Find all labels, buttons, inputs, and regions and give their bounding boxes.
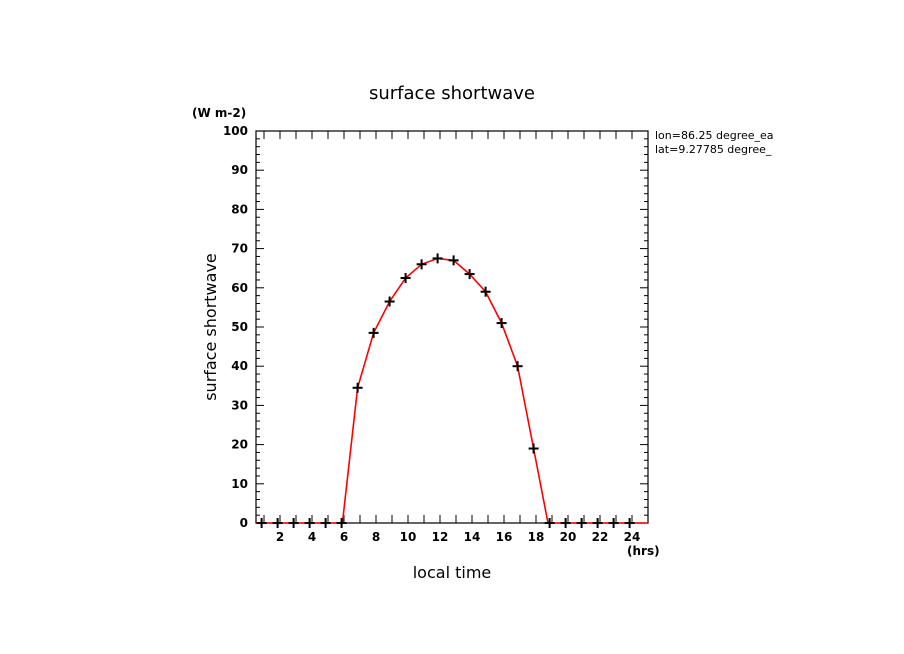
data-point xyxy=(272,518,283,528)
data-point xyxy=(608,518,619,528)
data-point xyxy=(432,253,443,264)
data-point xyxy=(480,286,491,297)
data-markers xyxy=(256,253,635,528)
x-tick-label: 16 xyxy=(496,530,513,544)
y-tick-label: 70 xyxy=(231,242,248,256)
y-units-label: (W m-2) xyxy=(192,106,246,120)
data-point xyxy=(384,296,395,307)
y-tick-label: 60 xyxy=(231,281,248,295)
data-point xyxy=(544,518,555,528)
y-tick-label: 30 xyxy=(231,398,248,412)
y-tick-label: 80 xyxy=(231,202,248,216)
data-point xyxy=(496,318,507,329)
data-point xyxy=(512,361,523,372)
x-tick-label: 22 xyxy=(592,530,609,544)
x-tick-label: 20 xyxy=(560,530,577,544)
y-tick-label: 40 xyxy=(231,359,248,373)
y-tick-label: 0 xyxy=(240,516,248,530)
data-point xyxy=(320,518,331,528)
y-tick-label: 10 xyxy=(231,477,248,491)
data-point xyxy=(336,518,347,528)
annotation-lon: lon=86.25 degree_ea xyxy=(655,129,774,142)
data-point xyxy=(448,255,459,266)
chart-title: surface shortwave xyxy=(369,83,535,104)
plot-frame xyxy=(255,130,649,524)
y-axis-label: surface shortwave xyxy=(201,253,220,401)
data-point xyxy=(400,273,411,283)
data-point xyxy=(592,518,603,528)
x-tick-label: 6 xyxy=(340,530,348,544)
x-axis-label: local time xyxy=(413,563,492,582)
data-point xyxy=(416,259,427,270)
x-units-label: (hrs) xyxy=(627,544,660,558)
data-point xyxy=(560,518,571,528)
series-line xyxy=(256,257,648,524)
x-tick-label: 14 xyxy=(464,530,481,544)
y-tick-label: 100 xyxy=(223,124,248,138)
data-point xyxy=(528,443,539,454)
data-point xyxy=(304,518,315,528)
x-tick-label: 4 xyxy=(308,530,316,544)
x-tick-label: 2 xyxy=(276,530,284,544)
x-tick-label: 24 xyxy=(624,530,641,544)
x-tick-label: 18 xyxy=(528,530,545,544)
annotation-lat: lat=9.27785 degree_ xyxy=(655,143,772,156)
data-point xyxy=(256,518,267,528)
x-tick-label: 8 xyxy=(372,530,380,544)
y-tick-label: 90 xyxy=(231,163,248,177)
data-point xyxy=(576,518,587,528)
x-tick-label: 10 xyxy=(400,530,417,544)
data-point xyxy=(368,327,379,338)
data-point xyxy=(352,382,363,393)
x-tick-label: 12 xyxy=(432,530,449,544)
y-tick-label: 50 xyxy=(231,320,248,334)
axis-ticks xyxy=(256,130,649,524)
data-point xyxy=(464,269,475,280)
y-tick-label: 20 xyxy=(231,438,248,452)
data-point xyxy=(288,518,299,528)
data-point xyxy=(624,518,635,528)
